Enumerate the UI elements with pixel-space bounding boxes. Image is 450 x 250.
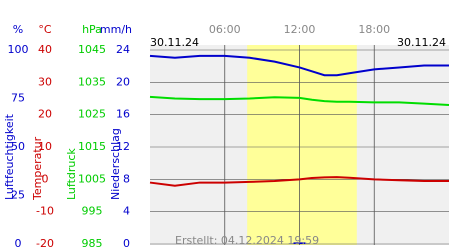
axis-title: Temperatur — [31, 136, 44, 201]
y-tick-label: 10 — [38, 140, 52, 153]
y-tick-label: -20 — [36, 237, 54, 250]
y-tick-label: 25 — [11, 189, 25, 202]
y-tick-label: 20 — [38, 108, 52, 121]
x-tick-label: 18:00 — [358, 23, 390, 36]
axis-title: Niederschlag — [109, 128, 122, 200]
y-tick-label: 1045 — [78, 43, 106, 56]
series-line — [149, 176, 449, 187]
axis-title: Luftfeuchtigkeit — [3, 113, 16, 200]
y-tick-label: 0 — [123, 237, 130, 250]
y-tick-label: 50 — [11, 140, 25, 153]
x-tick-label: 12:00 — [284, 23, 316, 36]
axis-title: Luftdruck — [65, 148, 78, 200]
y-tick-label: 100 — [8, 43, 29, 56]
y-tick-label: 1025 — [78, 108, 106, 121]
y-tick-label: 0 — [42, 172, 49, 185]
y-tick-label: 1035 — [78, 75, 106, 88]
y-tick-label: 985 — [82, 237, 103, 250]
y-tick-label: 8 — [123, 172, 130, 185]
y-tick-label: 75 — [11, 92, 25, 105]
x-tick-label: 06:00 — [209, 23, 241, 36]
series-line — [149, 54, 449, 77]
axis-unit: hPa — [82, 23, 102, 36]
precip-bar — [293, 242, 306, 244]
created-note: Erstellt: 04.12.2024 19:59 — [175, 234, 319, 247]
series-line — [149, 95, 450, 106]
y-tick-label: 1015 — [78, 140, 106, 153]
y-tick-label: 30 — [38, 75, 52, 88]
y-tick-label: 4 — [123, 205, 130, 218]
y-tick-label: 20 — [116, 75, 130, 88]
y-tick-label: 40 — [38, 43, 52, 56]
plot-layer — [149, 45, 450, 245]
date-left: 30.11.24 — [150, 36, 199, 49]
date-right: 30.11.24 — [397, 36, 446, 49]
axis-unit: mm/h — [100, 23, 132, 36]
y-tick-label: -10 — [36, 205, 54, 218]
y-tick-label: 24 — [116, 43, 130, 56]
y-tick-label: 995 — [82, 205, 103, 218]
axis-unit: % — [13, 23, 23, 36]
y-tick-label: 0 — [15, 237, 22, 250]
y-tick-label: 16 — [116, 108, 130, 121]
y-tick-label: 12 — [116, 140, 130, 153]
axis-unit: °C — [38, 23, 52, 36]
y-tick-label: 1005 — [78, 172, 106, 185]
